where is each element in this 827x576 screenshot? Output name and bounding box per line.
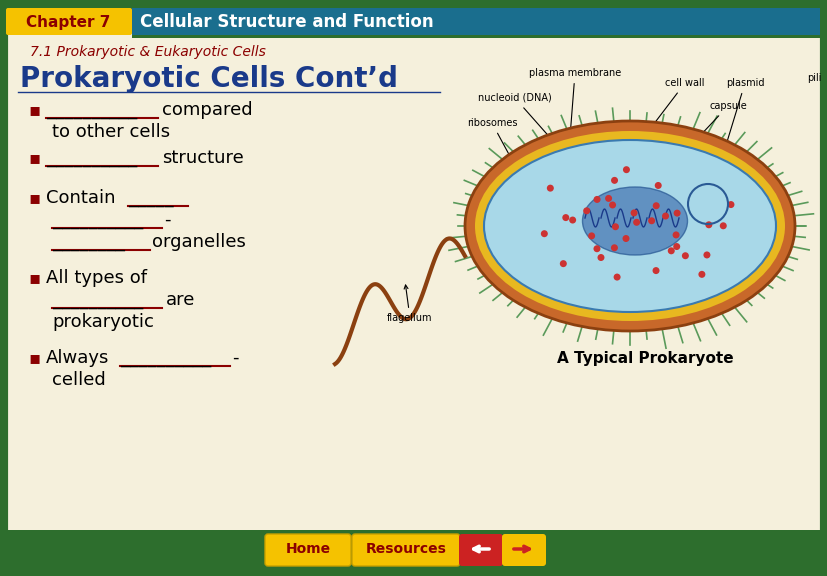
FancyBboxPatch shape — [458, 534, 502, 566]
Text: nucleoid (DNA): nucleoid (DNA) — [477, 93, 612, 208]
Text: Chapter 7: Chapter 7 — [26, 14, 110, 29]
Text: flagellum: flagellum — [387, 285, 433, 323]
FancyBboxPatch shape — [6, 8, 131, 35]
Circle shape — [611, 223, 619, 230]
Text: Always: Always — [46, 349, 109, 367]
FancyBboxPatch shape — [501, 534, 545, 566]
Text: plasmid: plasmid — [708, 78, 763, 200]
Text: capsule: capsule — [697, 101, 746, 138]
Circle shape — [582, 207, 590, 214]
Circle shape — [662, 213, 668, 219]
Text: celled: celled — [52, 371, 106, 389]
Text: 7.1 Prokaryotic & Eukaryotic Cells: 7.1 Prokaryotic & Eukaryotic Cells — [30, 45, 265, 59]
Text: prokaryotic: prokaryotic — [52, 313, 154, 331]
Circle shape — [681, 252, 688, 259]
Text: to other cells: to other cells — [52, 123, 170, 141]
Text: pili: pili — [806, 73, 820, 83]
Text: ribosomes: ribosomes — [466, 118, 543, 218]
Text: __________: __________ — [46, 149, 137, 167]
Text: Cellular Structure and Function: Cellular Structure and Function — [140, 13, 433, 31]
Text: _____: _____ — [128, 189, 174, 207]
Text: Prokaryotic Cells Cont’d: Prokaryotic Cells Cont’d — [20, 65, 398, 93]
Circle shape — [609, 202, 615, 209]
Circle shape — [610, 177, 617, 184]
Text: ▪: ▪ — [28, 101, 41, 119]
Circle shape — [652, 202, 659, 209]
Text: ▪: ▪ — [28, 149, 41, 167]
Circle shape — [703, 252, 710, 259]
Circle shape — [654, 182, 661, 189]
FancyBboxPatch shape — [265, 534, 351, 566]
Circle shape — [667, 247, 674, 255]
Circle shape — [546, 185, 553, 192]
Circle shape — [697, 271, 705, 278]
Ellipse shape — [475, 131, 784, 321]
Circle shape — [719, 222, 726, 229]
Text: -: - — [232, 349, 238, 367]
Text: structure: structure — [162, 149, 243, 167]
Text: are: are — [165, 291, 195, 309]
Text: cell wall: cell wall — [652, 78, 704, 126]
Circle shape — [613, 274, 620, 281]
Text: ________: ________ — [52, 233, 125, 251]
Text: __________: __________ — [52, 211, 143, 229]
FancyBboxPatch shape — [351, 534, 460, 566]
Text: Contain: Contain — [46, 189, 115, 207]
Text: Resources: Resources — [366, 542, 446, 556]
Circle shape — [622, 166, 629, 173]
FancyBboxPatch shape — [6, 8, 821, 570]
Text: Home: Home — [285, 542, 330, 556]
Ellipse shape — [582, 187, 686, 255]
Text: compared: compared — [162, 101, 252, 119]
Circle shape — [559, 260, 566, 267]
Circle shape — [622, 235, 629, 242]
Circle shape — [648, 217, 654, 224]
Bar — [8, 530, 819, 568]
Text: ▪: ▪ — [28, 349, 41, 367]
Ellipse shape — [484, 140, 775, 312]
Text: -: - — [164, 211, 170, 229]
Text: organelles: organelles — [152, 233, 246, 251]
Bar — [131, 8, 819, 36]
Circle shape — [630, 210, 637, 217]
Text: cytoplasm: cytoplasm — [682, 277, 734, 308]
Circle shape — [593, 196, 600, 203]
Circle shape — [705, 221, 711, 228]
Circle shape — [587, 232, 595, 240]
Circle shape — [593, 245, 600, 252]
Circle shape — [605, 195, 611, 202]
Ellipse shape — [465, 121, 794, 331]
Circle shape — [727, 201, 734, 208]
Text: ▪: ▪ — [28, 189, 41, 207]
Circle shape — [610, 244, 617, 251]
Text: All types of: All types of — [46, 269, 147, 287]
Text: __________: __________ — [52, 291, 143, 309]
Text: ▪: ▪ — [28, 269, 41, 287]
Circle shape — [597, 254, 604, 261]
Circle shape — [672, 232, 679, 238]
Text: __________: __________ — [46, 101, 137, 119]
Circle shape — [540, 230, 547, 237]
Text: A Typical Prokaryote: A Typical Prokaryote — [556, 351, 733, 366]
Bar — [131, 35, 819, 38]
Text: plasma membrane: plasma membrane — [528, 68, 620, 133]
Circle shape — [568, 217, 576, 223]
Circle shape — [652, 267, 659, 274]
Circle shape — [672, 243, 680, 250]
Circle shape — [673, 210, 680, 217]
Text: __________: __________ — [120, 349, 211, 367]
Circle shape — [562, 214, 569, 221]
Circle shape — [633, 219, 639, 226]
